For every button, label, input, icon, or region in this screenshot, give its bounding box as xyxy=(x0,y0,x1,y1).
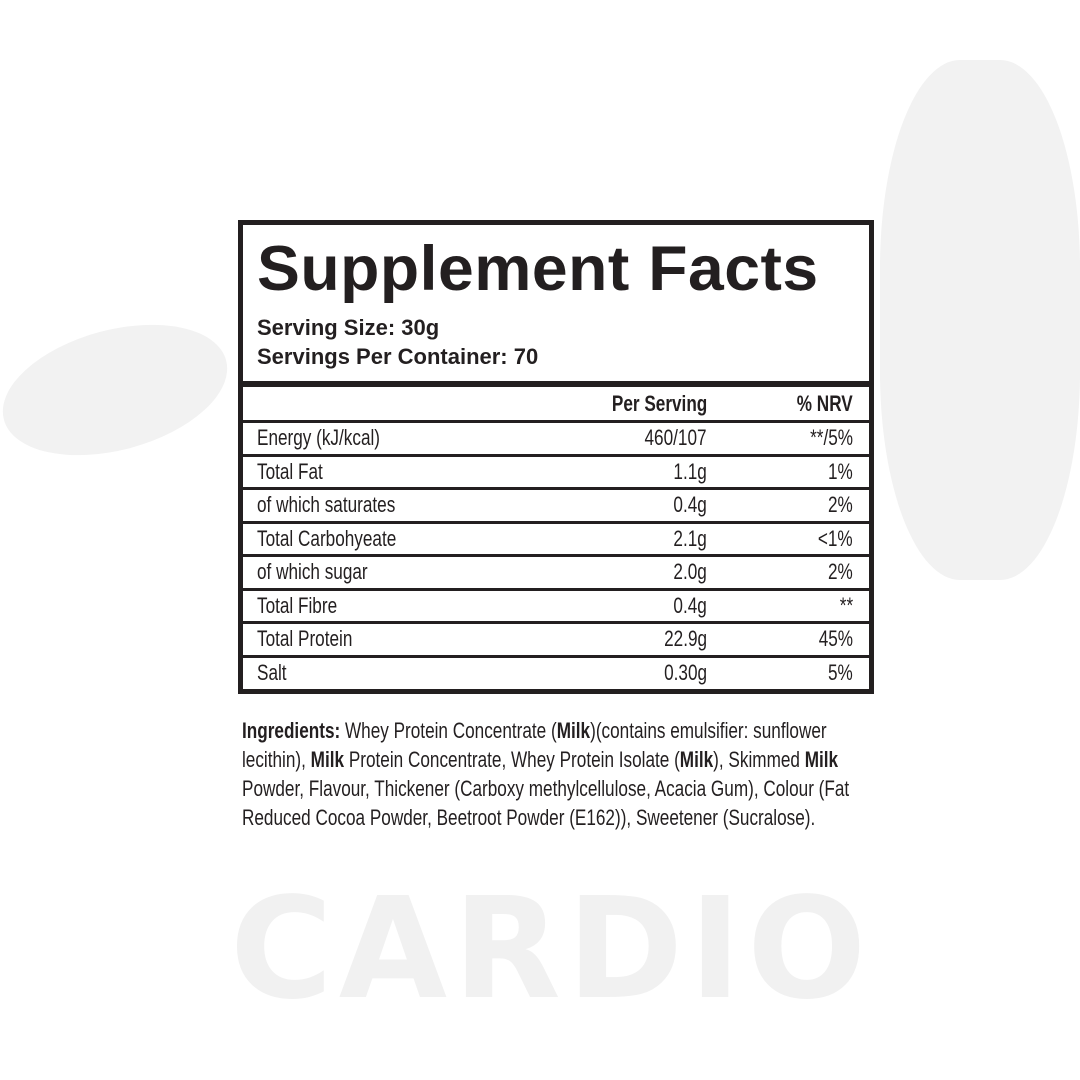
row-per-serving: 0.4g xyxy=(673,492,707,518)
row-nrv: 5% xyxy=(828,659,853,685)
row-label: Total Carbohyeate xyxy=(257,525,397,551)
serving-size-value: 30g xyxy=(401,315,440,340)
servings-per-container: Servings Per Container: 70 xyxy=(257,344,538,370)
panel-title: Supplement Facts xyxy=(257,234,819,304)
table-row: Total Fat 1.1g 1% xyxy=(243,457,869,490)
row-label: of which sugar xyxy=(257,559,368,585)
watermark-logo: CARDIO xyxy=(230,868,873,1031)
serving-size: Serving Size: 30g xyxy=(257,315,439,341)
ingredient-text: Reduced Cocoa Powder, Beetroot Powder (E… xyxy=(242,805,816,830)
servings-value: 70 xyxy=(513,344,539,369)
row-per-serving: 0.30g xyxy=(664,659,707,685)
row-nrv: 2% xyxy=(828,559,853,585)
row-nrv: 2% xyxy=(828,492,853,518)
row-per-serving: 460/107 xyxy=(644,425,707,451)
ingredients-line: Reduced Cocoa Powder, Beetroot Powder (E… xyxy=(242,803,866,832)
row-per-serving: 2.0g xyxy=(673,559,707,585)
row-label: Total Fibre xyxy=(257,592,338,618)
row-nrv: <1% xyxy=(818,525,853,551)
table-row: of which sugar 2.0g 2% xyxy=(243,557,869,591)
ingredients-line: Powder, Flavour, Thickener (Carboxy meth… xyxy=(242,774,866,803)
background-splash xyxy=(0,302,242,478)
table-row: Total Carbohyeate 2.1g <1% xyxy=(243,524,869,557)
ingredient-text: Protein Concentrate, Whey Protein Isolat… xyxy=(344,747,680,772)
row-per-serving: 22.9g xyxy=(664,626,707,652)
ingredient-text: ), Skimmed xyxy=(713,747,805,772)
row-per-serving: 2.1g xyxy=(673,525,707,551)
row-label: Total Protein xyxy=(257,626,353,652)
row-label: Salt xyxy=(257,659,287,685)
row-label: of which saturates xyxy=(257,492,396,518)
row-nrv: ** xyxy=(839,592,853,618)
table-row: Salt 0.30g 5% xyxy=(243,658,869,689)
ingredients-line: Ingredients: Whey Protein Concentrate (M… xyxy=(242,716,866,745)
ingredient-text: Powder, Flavour, Thickener (Carboxy meth… xyxy=(242,776,850,801)
ingredient-text: Whey Protein Concentrate ( xyxy=(340,718,557,743)
row-nrv: **/5% xyxy=(810,425,853,451)
row-label: Energy (kJ/kcal) xyxy=(257,425,381,451)
table-row: of which saturates 0.4g 2% xyxy=(243,490,869,524)
background-splash xyxy=(880,60,1080,580)
row-nrv: 45% xyxy=(818,626,853,652)
ingredient-text: lecithin), xyxy=(242,747,311,772)
serving-size-label: Serving Size: xyxy=(257,315,396,340)
divider xyxy=(243,381,869,387)
header-nrv: % NRV xyxy=(797,390,853,416)
header-per-serving: Per Serving xyxy=(611,390,707,416)
allergen-bold-text: Milk xyxy=(556,718,591,743)
ingredients: Ingredients: Whey Protein Concentrate (M… xyxy=(242,716,882,832)
table-header: Per Serving % NRV xyxy=(243,387,869,423)
allergen-bold-text: Ingredients: xyxy=(242,718,341,743)
nutrition-table: Per Serving % NRV Energy (kJ/kcal) 460/10… xyxy=(243,387,869,688)
table-row: Energy (kJ/kcal) 460/107 **/5% xyxy=(243,423,869,457)
table-row: Total Fibre 0.4g ** xyxy=(243,591,869,624)
row-nrv: 1% xyxy=(828,458,853,484)
servings-label: Servings Per Container: xyxy=(257,344,508,369)
allergen-bold-text: Milk xyxy=(804,747,839,772)
ingredients-line: lecithin), Milk Protein Concentrate, Whe… xyxy=(242,745,866,774)
row-per-serving: 0.4g xyxy=(673,592,707,618)
table-row: Total Protein 22.9g 45% xyxy=(243,624,869,658)
allergen-bold-text: Milk xyxy=(310,747,345,772)
ingredient-text: )(contains emulsifier: sunflower xyxy=(590,718,827,743)
allergen-bold-text: Milk xyxy=(679,747,714,772)
row-label: Total Fat xyxy=(257,458,323,484)
row-per-serving: 1.1g xyxy=(673,458,707,484)
supplement-facts-panel: Supplement Facts Serving Size: 30g Servi… xyxy=(238,220,874,694)
